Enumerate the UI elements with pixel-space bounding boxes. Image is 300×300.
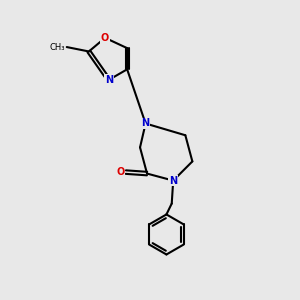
Text: N: N <box>169 176 177 186</box>
Text: O: O <box>101 33 109 43</box>
Text: O: O <box>116 167 125 177</box>
Text: N: N <box>142 118 150 128</box>
Text: N: N <box>105 75 113 85</box>
Text: CH₃: CH₃ <box>50 43 65 52</box>
